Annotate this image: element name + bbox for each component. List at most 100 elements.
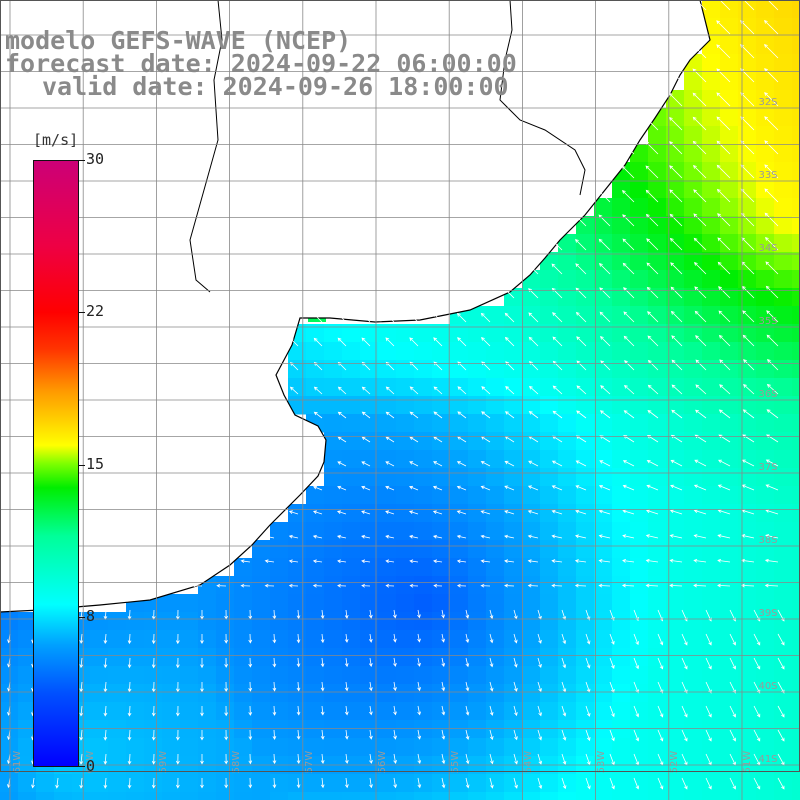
wind-arrow (576, 385, 587, 395)
longitude-label: 61W (12, 751, 23, 774)
wind-arrow (669, 237, 683, 251)
wind-arrow (718, 334, 731, 347)
wind-arrow (766, 383, 779, 395)
wind-arrow (621, 165, 635, 179)
wind-arrow (719, 0, 731, 11)
wind-arrow (528, 312, 539, 323)
wind-arrow (417, 657, 421, 667)
colorbar-tick (79, 312, 85, 313)
wind-arrow (695, 359, 707, 371)
longitude-label: 53W (596, 751, 607, 774)
wind-arrow (361, 485, 371, 491)
colorbar-label-8: 8 (86, 607, 96, 625)
wind-arrow (561, 657, 567, 669)
wind-arrow (175, 633, 180, 645)
wind-arrow (432, 485, 443, 491)
longitude-label: 54W (523, 751, 534, 774)
wind-arrow (765, 534, 779, 539)
colorbar-label-15: 15 (86, 455, 105, 473)
wind-arrow (175, 729, 180, 741)
wind-arrow (585, 705, 591, 717)
wind-arrow (600, 385, 611, 395)
wind-arrow (764, 92, 779, 107)
wind-arrow (741, 484, 755, 491)
valid-date: valid date: 2024-09-26 18:00:00 (42, 72, 509, 101)
wind-arrow (368, 681, 373, 692)
wind-arrow (561, 609, 567, 621)
wind-arrow (717, 237, 731, 251)
wind-arrow (645, 213, 659, 227)
wind-arrow (240, 559, 251, 564)
wind-arrow (551, 263, 563, 275)
wind-arrow (646, 286, 659, 299)
wind-arrow (151, 705, 156, 717)
wind-arrow (79, 657, 84, 669)
land-mask (0, 0, 710, 612)
longitude-label: 56W (377, 751, 388, 774)
wind-arrow (537, 633, 542, 644)
wind-arrow (598, 583, 611, 588)
wind-arrow (385, 559, 395, 564)
wind-arrow (79, 633, 84, 644)
wind-arrow (753, 705, 761, 718)
wind-arrow (200, 730, 204, 741)
wind-arrow (313, 386, 323, 395)
wind-arrow (441, 753, 446, 765)
wind-arrow (777, 657, 785, 670)
latitude-label: 39S (758, 608, 777, 619)
wind-arrow (248, 657, 253, 668)
latitude-label: 38S (758, 535, 777, 546)
wind-arrow (504, 559, 515, 564)
wind-arrow (392, 609, 397, 619)
latitude-label: 34S (758, 243, 777, 254)
wind-arrow (224, 657, 229, 668)
wind-arrow (385, 386, 395, 395)
wind-arrow (296, 681, 301, 692)
wind-arrow (481, 337, 491, 347)
wind-arrow (671, 359, 683, 371)
latitude-label: 40S (758, 681, 777, 692)
wind-arrow (513, 753, 518, 765)
wind-arrow (671, 384, 683, 395)
wind-arrow (766, 409, 779, 419)
wind-arrow (705, 777, 712, 790)
wind-arrow (561, 705, 567, 717)
model-title: modelo GEFS-WAVE (NCEP) (5, 26, 352, 55)
wind-arrow (465, 753, 470, 765)
wind-arrow (175, 753, 180, 765)
wind-arrow (272, 681, 277, 692)
wind-arrow (681, 681, 688, 694)
wind-arrow (151, 633, 156, 645)
wind-arrow (289, 386, 299, 395)
wind-arrow (537, 729, 542, 741)
wind-arrow (633, 657, 639, 670)
wind-arrow (633, 681, 639, 694)
wind-arrow (79, 681, 84, 693)
wind-arrow (441, 609, 445, 619)
wind-arrow (575, 239, 587, 251)
wind-arrow (646, 484, 659, 491)
wind-arrow (681, 777, 688, 790)
wind-arrow (669, 165, 683, 179)
wind-arrow (361, 559, 371, 564)
wind-arrow (313, 313, 323, 323)
wind-arrow (417, 777, 422, 789)
wind-arrow (657, 681, 664, 694)
wind-arrow (385, 534, 395, 539)
wind-arrow (669, 583, 683, 588)
colorbar-tick (79, 465, 85, 466)
wind-arrow (742, 310, 755, 323)
wind-arrow (729, 657, 736, 670)
wind-arrow (489, 729, 494, 741)
wind-arrow (574, 559, 587, 563)
wind-arrow (272, 753, 277, 765)
wind-arrow (561, 633, 567, 645)
wind-arrow (692, 92, 707, 107)
wind-arrow (743, 384, 755, 395)
wind-arrow (127, 777, 132, 789)
wind-arrow (344, 633, 349, 643)
wind-arrow (79, 753, 84, 765)
wind-arrow (504, 411, 515, 419)
wind-arrow (741, 459, 755, 467)
wind-arrow (409, 313, 419, 323)
